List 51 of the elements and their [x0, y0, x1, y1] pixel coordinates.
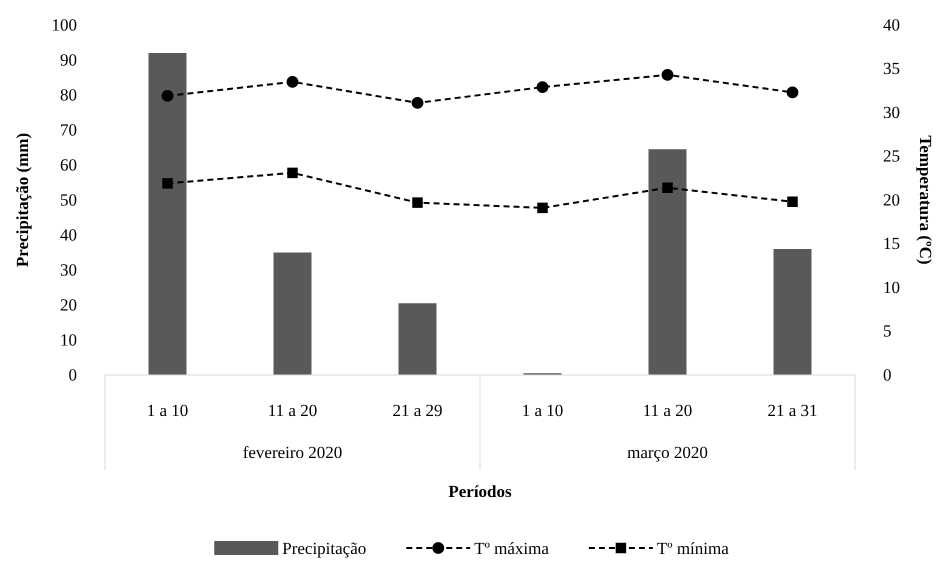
point — [286, 76, 298, 88]
x-tick-label: 21 a 31 — [767, 401, 818, 420]
y2-tick-label: 10 — [883, 278, 900, 297]
point — [162, 178, 173, 189]
y2-tick-label: 30 — [883, 102, 900, 122]
bar — [648, 149, 686, 375]
y-tick-label: 10 — [60, 330, 77, 350]
x-tick-label: 11 a 20 — [268, 401, 318, 420]
bar — [398, 303, 436, 375]
point — [536, 81, 548, 94]
x-axis-title: Períodos — [448, 482, 512, 501]
y-tick-label: 90 — [60, 50, 77, 70]
y2-tick-label: 25 — [883, 146, 900, 166]
bar — [148, 53, 186, 375]
x-tick-label: 11 a 20 — [642, 401, 692, 420]
point — [786, 86, 798, 98]
x-tick-label: 1 a 10 — [522, 401, 564, 420]
y-tick-label: 0 — [68, 365, 77, 384]
x-tick-label: 21 a 29 — [392, 401, 443, 420]
text: fevereiro 2020 — [242, 443, 342, 462]
legend-label: Precipitação — [282, 539, 366, 558]
y-tick-label: 30 — [60, 260, 77, 280]
point — [662, 182, 673, 193]
y-tick-label: 70 — [60, 120, 77, 140]
y2-axis-title: Temperatura (ºC) — [916, 135, 935, 265]
y-tick-label: 80 — [60, 85, 77, 104]
point — [537, 202, 548, 214]
x-tick-label: 1 a 10 — [146, 401, 188, 420]
point — [287, 168, 298, 178]
point — [412, 197, 423, 208]
point — [662, 68, 674, 81]
point — [412, 96, 424, 109]
text: março 2020 — [627, 443, 708, 462]
y-tick-label: 20 — [60, 295, 77, 314]
y2-tick-label: 15 — [883, 234, 900, 254]
y-tick-label: 100 — [52, 15, 77, 34]
legend-label: Tº mínima — [656, 539, 730, 558]
y2-tick-label: 35 — [883, 59, 900, 78]
y2-tick-label: 20 — [883, 190, 900, 210]
bar — [274, 252, 312, 375]
legend-label: Tº máxima — [474, 539, 550, 558]
point — [162, 90, 174, 102]
y-tick-label: 60 — [60, 155, 77, 174]
y2-tick-label: 40 — [883, 15, 900, 34]
point — [787, 196, 798, 207]
bar — [774, 249, 812, 375]
y2-tick-label: 5 — [883, 322, 892, 341]
y-axis-title: Precipitação (mm) — [13, 132, 32, 268]
y2-tick-label: 0 — [883, 365, 892, 384]
y-tick-label: 40 — [60, 225, 77, 244]
y-tick-label: 50 — [60, 190, 77, 210]
